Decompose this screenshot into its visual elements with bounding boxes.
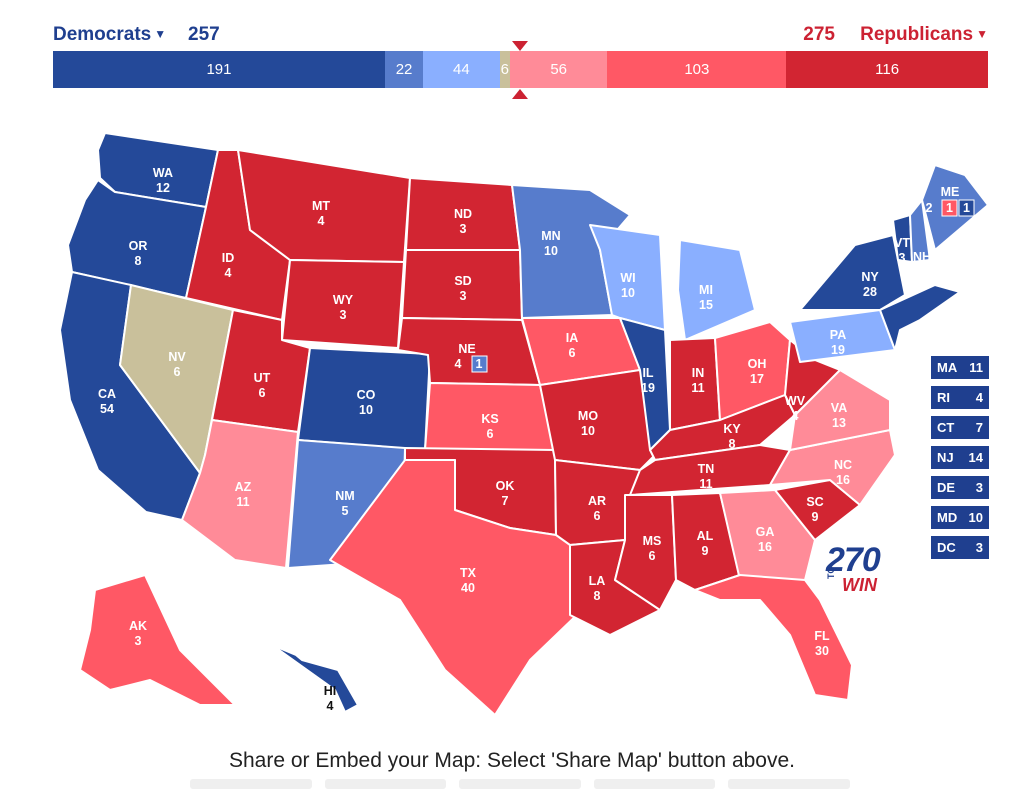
small-state-label: DE bbox=[937, 480, 956, 495]
small-state-ma[interactable]: MA 11 bbox=[931, 356, 989, 379]
small-state-ct[interactable]: CT 7 bbox=[931, 416, 989, 439]
small-state-dc[interactable]: DC 3 bbox=[931, 536, 989, 559]
small-state-md[interactable]: MD 10 bbox=[931, 506, 989, 529]
state-in[interactable] bbox=[669, 337, 721, 431]
small-state-ev: 4 bbox=[975, 390, 983, 405]
republicans-label: Republicans bbox=[860, 24, 974, 45]
logo-number: 270 bbox=[826, 541, 881, 579]
state-nh[interactable] bbox=[909, 199, 931, 263]
state-ev-nh: 4 bbox=[919, 265, 926, 279]
270towin-logo: 270 TO WIN bbox=[826, 541, 881, 595]
state-wy[interactable] bbox=[281, 259, 405, 349]
toolbar-button[interactable] bbox=[593, 779, 716, 789]
republicans-dropdown[interactable]: Republicans ▼ bbox=[860, 24, 988, 46]
small-state-label: NJ bbox=[937, 450, 954, 465]
small-state-ev: 3 bbox=[975, 480, 983, 495]
bar-segment: 103 bbox=[607, 51, 787, 88]
state-ny[interactable] bbox=[799, 234, 906, 311]
small-state-label: RI bbox=[937, 390, 950, 405]
small-state-label: MD bbox=[937, 510, 958, 525]
small-state-nj[interactable]: NJ 14 bbox=[931, 446, 989, 469]
state-nd[interactable] bbox=[405, 177, 521, 251]
small-state-ev: 10 bbox=[968, 510, 983, 525]
toolbar-button[interactable] bbox=[459, 779, 581, 789]
state-ak[interactable] bbox=[79, 574, 236, 706]
state-sd[interactable] bbox=[401, 249, 523, 321]
electoral-vote-bar: 191 22 44 6 56 103 116 bbox=[53, 51, 988, 88]
toolbar-button[interactable] bbox=[728, 779, 850, 789]
me-district-1-box[interactable] bbox=[958, 199, 975, 217]
small-state-label: MA bbox=[937, 360, 958, 375]
chevron-down-icon: ▼ bbox=[154, 27, 167, 41]
small-state-ri[interactable]: RI 4 bbox=[931, 386, 989, 409]
bar-segment: 44 bbox=[423, 51, 500, 88]
state-ga[interactable] bbox=[719, 489, 816, 581]
state-ev-hi: 4 bbox=[327, 699, 334, 713]
small-state-label: DC bbox=[937, 540, 956, 555]
small-state-ev: 11 bbox=[969, 360, 983, 375]
small-state-ev: 3 bbox=[975, 540, 983, 555]
share-instructions: Share or Embed your Map: Select 'Share M… bbox=[228, 749, 795, 772]
state-hi[interactable] bbox=[264, 639, 359, 713]
ne-district-box[interactable] bbox=[471, 355, 488, 373]
republicans-total: 275 bbox=[803, 24, 835, 45]
270-marker-bottom-icon bbox=[512, 89, 528, 99]
small-state-label: CT bbox=[937, 420, 955, 435]
small-state-de[interactable]: DE 3 bbox=[931, 476, 989, 499]
small-state-ev: 7 bbox=[975, 420, 983, 435]
header: Democrats ▼ 257 275 Republicans ▼ bbox=[0, 0, 1024, 50]
toolbar-button[interactable] bbox=[324, 779, 447, 789]
bottom-buttons bbox=[190, 779, 850, 789]
state-fl[interactable] bbox=[694, 574, 853, 701]
logo-win: WIN bbox=[842, 575, 877, 595]
bar-segment: 22 bbox=[384, 51, 424, 88]
state-ne_east[interactable] bbox=[879, 284, 961, 351]
toolbar-button[interactable] bbox=[190, 779, 312, 789]
state-ks[interactable] bbox=[424, 382, 556, 451]
state-va[interactable] bbox=[789, 369, 891, 451]
logo-to: TO bbox=[826, 566, 836, 579]
bar-segment: 191 bbox=[53, 51, 385, 88]
chevron-down-icon: ▼ bbox=[976, 27, 988, 41]
bar-segment: 6 bbox=[499, 51, 511, 88]
democrats-dropdown[interactable]: Democrats ▼ bbox=[53, 24, 166, 46]
state-pa[interactable] bbox=[789, 309, 896, 363]
me-district-2-box[interactable] bbox=[941, 199, 958, 217]
state-co[interactable] bbox=[297, 347, 431, 451]
bar-segment: 116 bbox=[786, 51, 988, 88]
270-marker-top-icon bbox=[512, 41, 528, 51]
state-mi[interactable] bbox=[677, 239, 756, 341]
democrats-label: Democrats bbox=[53, 24, 152, 45]
bar-segment: 56 bbox=[510, 51, 608, 88]
small-state-ev: 14 bbox=[968, 450, 983, 465]
democrats-total: 257 bbox=[188, 24, 220, 45]
state-mo[interactable] bbox=[539, 369, 661, 471]
